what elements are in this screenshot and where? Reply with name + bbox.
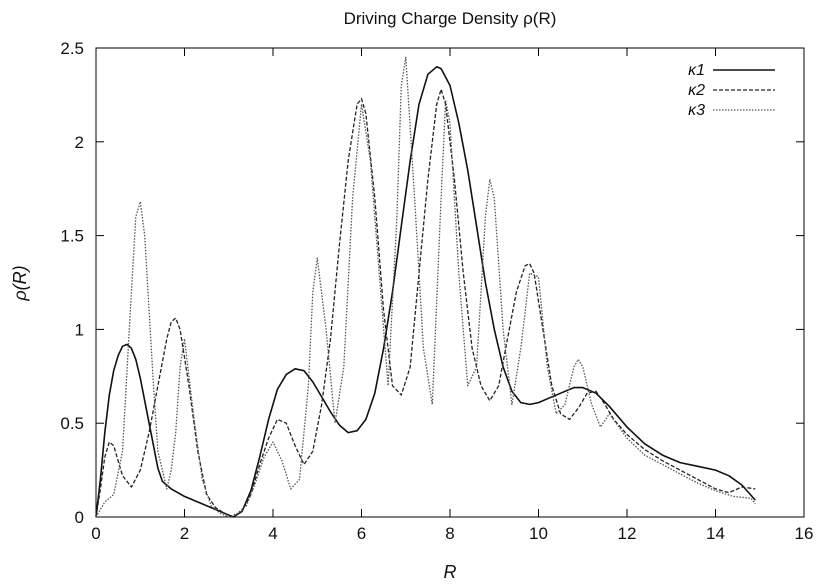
- y-tick-label: 0: [75, 508, 84, 527]
- y-tick-label: 1: [75, 320, 84, 339]
- x-tick-label: 8: [445, 524, 454, 543]
- series-line-kappa3: [95, 56, 756, 518]
- y-tick-label: 2.5: [60, 39, 84, 58]
- x-tick-label: 6: [357, 524, 366, 543]
- legend-label-kappa1: κ1: [688, 62, 705, 79]
- y-axis-label: ρ(R): [10, 265, 30, 301]
- legend-label-kappa3: κ3: [688, 102, 705, 119]
- x-tick-label: 16: [795, 524, 814, 543]
- legend: κ1 κ2 κ3: [688, 62, 775, 119]
- series-layer: [95, 56, 756, 518]
- series-line-kappa1: [95, 66, 756, 518]
- series-line-kappa2: [95, 88, 756, 518]
- x-tick-label: 14: [706, 524, 725, 543]
- chart-title: Driving Charge Density ρ(R): [344, 9, 557, 28]
- legend-label-kappa2: κ2: [688, 82, 705, 99]
- y-tick-label: 0.5: [60, 414, 84, 433]
- x-tick-label: 10: [529, 524, 548, 543]
- x-tick-label: 0: [91, 524, 100, 543]
- axis-ticks: 0 2 4 6 8 10 12 14 16 0 0.5 1 1.5 2 2.5: [60, 39, 813, 543]
- x-axis-label: R: [444, 562, 457, 582]
- y-tick-label: 1.5: [60, 227, 84, 246]
- x-tick-label: 4: [268, 524, 277, 543]
- y-tick-label: 2: [75, 133, 84, 152]
- x-tick-label: 12: [618, 524, 637, 543]
- x-tick-label: 2: [180, 524, 189, 543]
